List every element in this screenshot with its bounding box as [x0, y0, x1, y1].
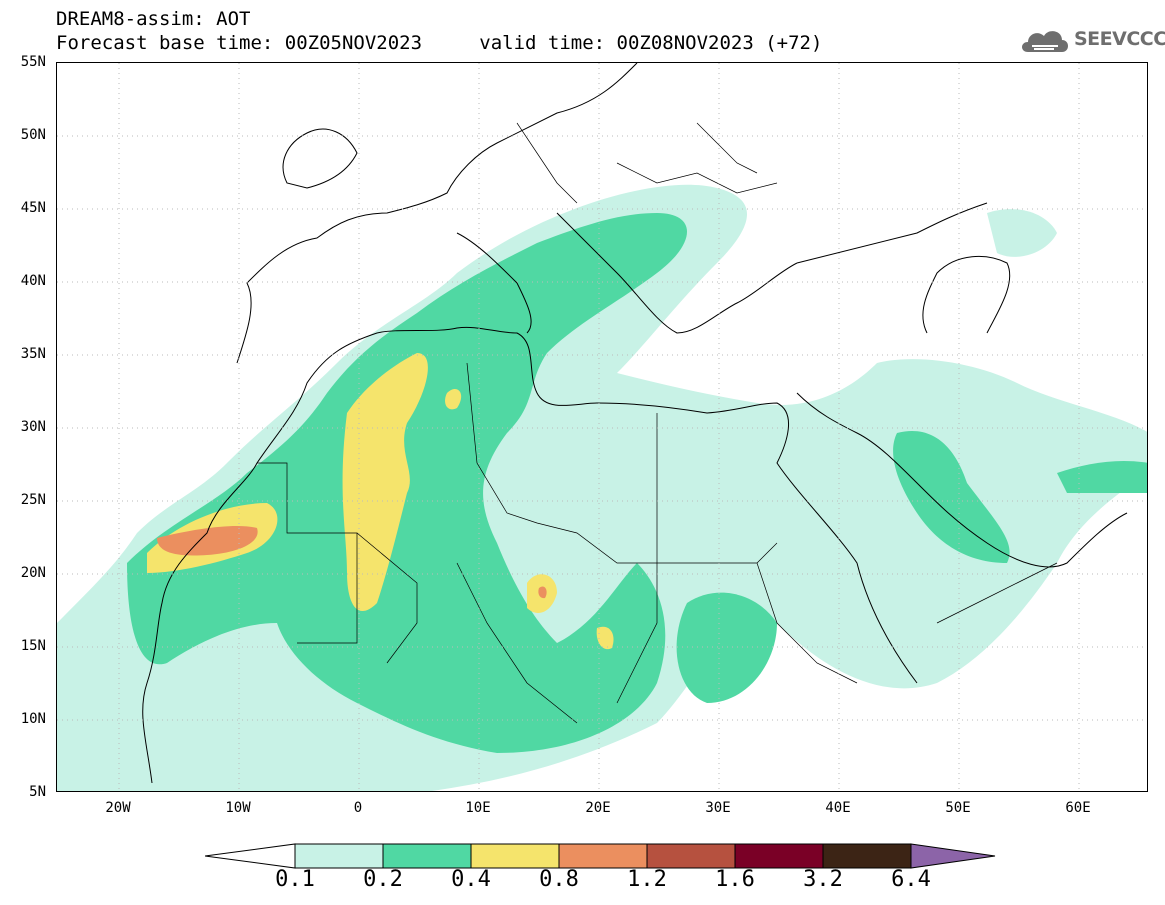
lat-label: 15N — [20, 638, 46, 654]
map-title: DREAM8-assim: AOT — [56, 8, 251, 30]
map-subtitle: Forecast base time: 00Z05NOV2023 valid t… — [56, 32, 822, 54]
legend-label: 1.2 — [627, 867, 667, 892]
seevccc-logo: SEEVCCC — [1018, 24, 1165, 56]
legend-box-4 — [646, 843, 736, 869]
lon-label: 0 — [353, 800, 363, 816]
lon-label: 30E — [705, 800, 731, 816]
lat-label: 25N — [20, 492, 46, 508]
lon-label: 20W — [105, 800, 131, 816]
lon-label: 40E — [825, 800, 851, 816]
valid-time-text: valid time: 00Z08NOV2023 (+72) — [479, 32, 823, 54]
lat-label: 20N — [20, 565, 46, 581]
lat-label: 55N — [20, 54, 46, 70]
legend-box-1 — [382, 843, 472, 869]
lat-label: 35N — [20, 346, 46, 362]
legend-label: 6.4 — [891, 867, 931, 892]
legend-box-6 — [822, 843, 912, 869]
legend-label: 0.1 — [275, 867, 315, 892]
lat-label: 50N — [20, 127, 46, 143]
legend-label: 0.2 — [363, 867, 403, 892]
map-area — [56, 62, 1148, 792]
legend-box-2 — [470, 843, 560, 869]
cloud-icon — [1022, 31, 1068, 52]
legend-high-arrow — [910, 843, 996, 869]
lon-label: 50E — [945, 800, 971, 816]
legend-label: 3.2 — [803, 867, 843, 892]
lon-label: 10W — [225, 800, 251, 816]
legend-box-3 — [558, 843, 648, 869]
lon-label: 60E — [1065, 800, 1091, 816]
lat-label: 45N — [20, 200, 46, 216]
lat-label: 10N — [20, 711, 46, 727]
legend-low-arrow — [205, 843, 296, 869]
legend-label: 0.4 — [451, 867, 491, 892]
lat-lon-grid — [57, 63, 1147, 791]
legend-box-5 — [734, 843, 824, 869]
aot-field-0.4 — [147, 353, 614, 650]
lon-label: 20E — [585, 800, 611, 816]
legend-box-0 — [294, 843, 384, 869]
country-borders — [257, 122, 1058, 724]
aot-field-0.8 — [157, 526, 547, 599]
coastlines — [142, 63, 1128, 784]
lon-label: 10E — [465, 800, 491, 816]
base-time-text: Forecast base time: 00Z05NOV2023 — [56, 32, 423, 54]
color-legend — [205, 843, 996, 869]
legend-label: 0.8 — [539, 867, 579, 892]
legend-label: 1.6 — [715, 867, 755, 892]
logo-text: SEEVCCC — [1074, 28, 1165, 50]
lat-label: 5N — [29, 784, 46, 800]
lat-label: 40N — [20, 273, 46, 289]
lat-label: 30N — [20, 419, 46, 435]
aot-map — [57, 63, 1147, 791]
